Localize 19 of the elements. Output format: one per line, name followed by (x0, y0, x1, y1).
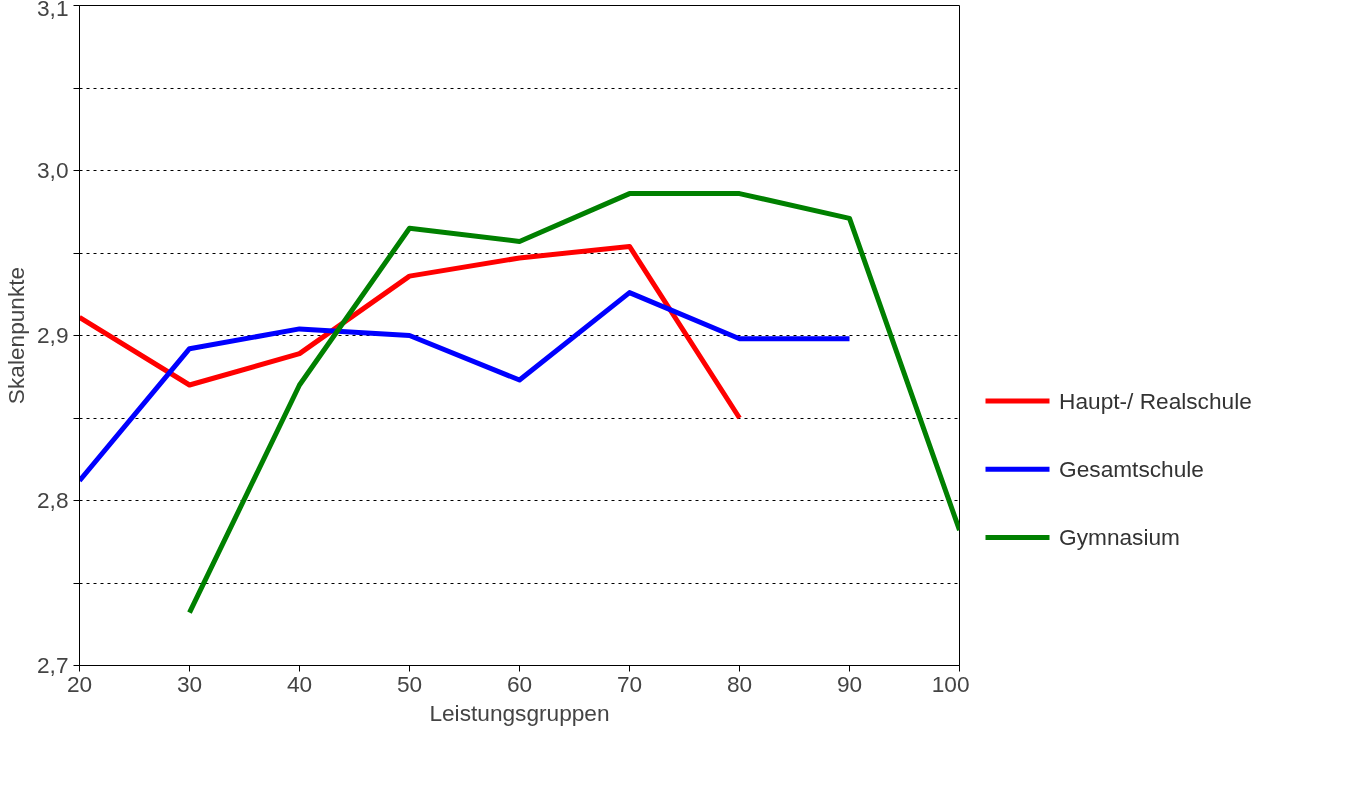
legend-label: Haupt-/ Realschule (1059, 388, 1252, 415)
y-tick-label: 3,0 (37, 157, 69, 183)
x-tick-label: 80 (726, 670, 753, 697)
legend-label: Gesamtschule (1059, 456, 1204, 483)
y-axis-title: Skalenpunkte (3, 266, 29, 405)
x-axis-title: Leistungsgruppen (429, 699, 610, 726)
y-tick-label: 2,7 (37, 652, 69, 678)
y-tick-label: 3,1 (37, 0, 69, 21)
x-tick-label: 60 (506, 670, 533, 697)
x-tick-label: 40 (286, 670, 313, 697)
legend-label: Gymnasium (1059, 524, 1180, 551)
x-tick-label: 50 (396, 670, 423, 697)
x-tick-label: 70 (616, 670, 643, 697)
x-tick-label: 100 (931, 670, 970, 697)
y-tick-label: 2,9 (37, 322, 69, 348)
x-tick-label: 20 (66, 670, 93, 697)
y-tick-label: 2,8 (37, 487, 69, 513)
x-tick-label: 90 (836, 670, 863, 697)
x-tick-label: 30 (176, 670, 203, 697)
